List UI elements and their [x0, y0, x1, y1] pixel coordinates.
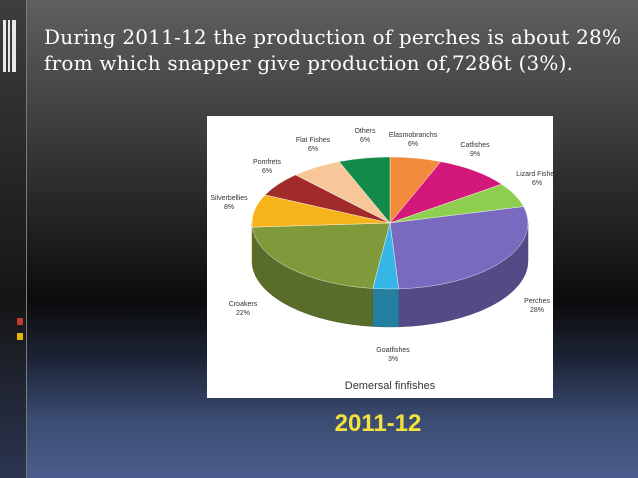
title-line-2: from which snapper give production of,72… [44, 51, 574, 75]
title-line-1: During 2011-12 the production of perches… [44, 25, 622, 49]
label-lizard-fishes: Lizard Fishes [516, 171, 553, 178]
chart-panel: Elasmobranchs 6% Catfishes 9% Lizard Fishes 6… [207, 116, 553, 398]
pie-sides [251, 222, 529, 328]
pie-top [251, 156, 529, 290]
pie-slice-others [338, 156, 391, 224]
pie-labels: Elasmobranchs 6% Catfishes 9% Lizard Fishes 6… [210, 128, 553, 363]
value-label-others: 6% [360, 137, 370, 144]
value-label-goatfishes: 3% [388, 356, 398, 363]
value-label-pomfrets: 6% [262, 168, 272, 175]
value-label-catfishes: 9% [470, 151, 480, 158]
pie-chart: Elasmobranchs 6% Catfishes 9% Lizard Fishes 6… [210, 128, 553, 392]
label-goatfishes: Goatfishes [376, 347, 410, 354]
value-label-perches: 28% [530, 307, 544, 314]
chart-title: Demersal finfishes [345, 380, 436, 392]
label-perches: Perches [524, 298, 550, 305]
label-others: Others [354, 128, 376, 135]
label-croakers: Croakers [229, 301, 258, 308]
label-silverbellies: Silverbellies [210, 195, 248, 202]
label-catfishes: Catfishes [460, 142, 490, 149]
label-pomfrets: Pomfrets [253, 159, 282, 166]
label-elasmobranchs: Elasmobranchs [389, 132, 438, 139]
value-label-croakers: 22% [236, 310, 250, 317]
value-label-silverbellies: 8% [224, 204, 234, 211]
marker-red [17, 318, 23, 325]
value-label-flat-fishes: 6% [308, 146, 318, 153]
label-flat-fishes: Flat Fishes [296, 137, 331, 144]
marker-yellow [17, 333, 23, 340]
pie-slice-croakers [252, 222, 391, 289]
slide-title: During 2011-12 the production of perches… [44, 24, 624, 76]
pie-slice-perches [389, 206, 529, 290]
pie-side-goatfishes [372, 288, 399, 328]
value-label-elasmobranchs: 6% [408, 141, 418, 148]
value-label-lizard-fishes: 6% [532, 180, 542, 187]
year-caption: 2011-12 [334, 410, 422, 437]
side-bar [0, 0, 27, 478]
